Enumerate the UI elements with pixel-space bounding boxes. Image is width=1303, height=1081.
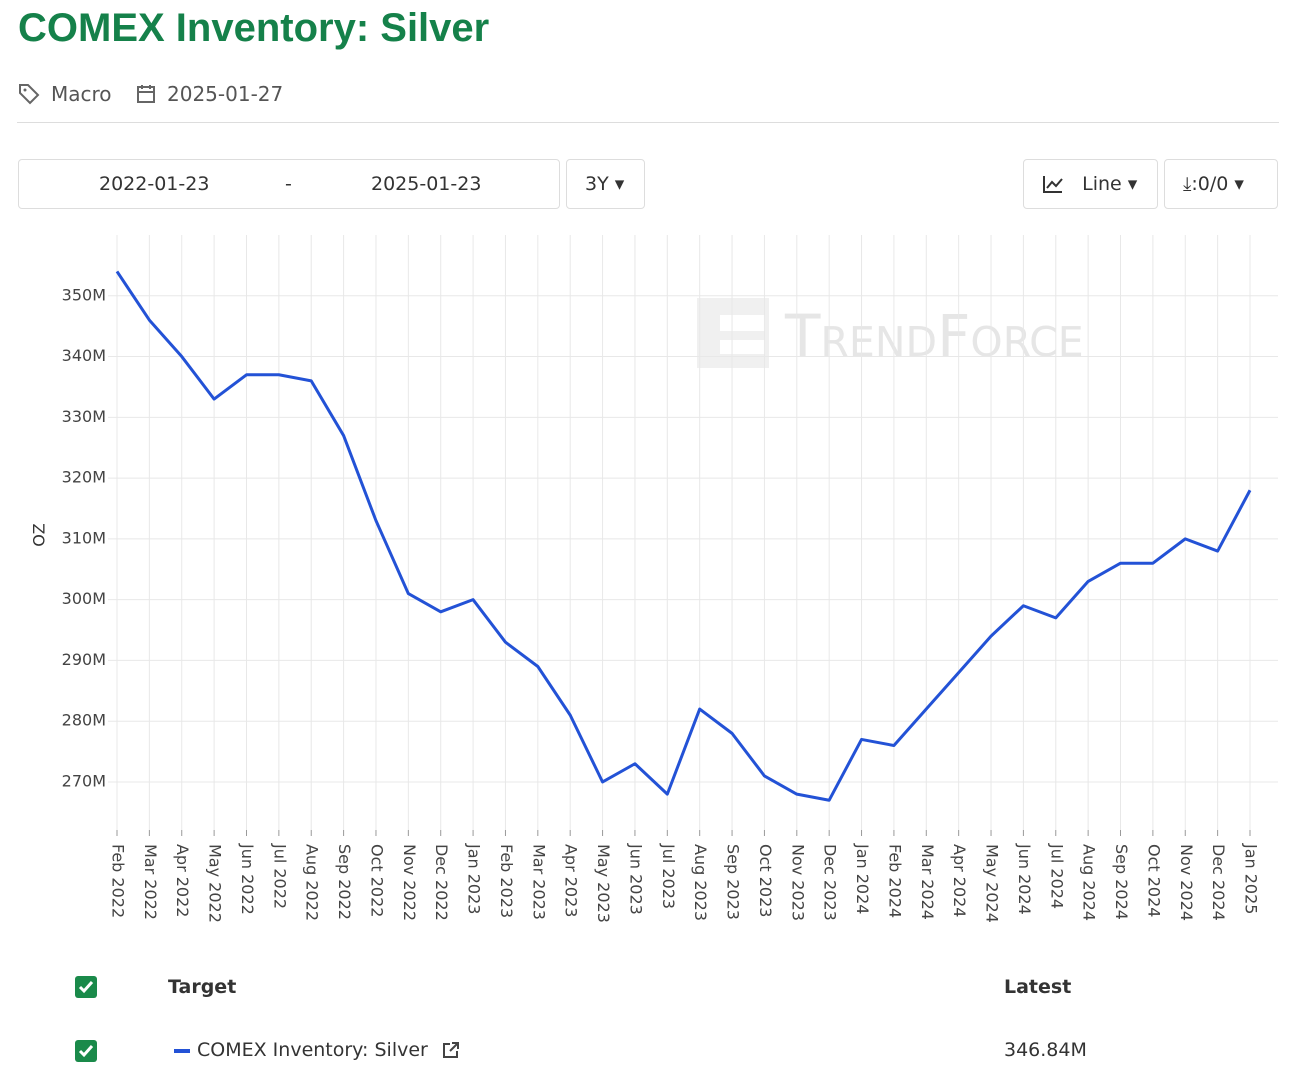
y-tick-label: 330M bbox=[62, 407, 106, 426]
latest-value: 346.84M bbox=[1004, 1039, 1087, 1061]
end-date[interactable]: 2025-01-23 bbox=[371, 173, 482, 195]
x-tick-label: Aug 2023 bbox=[691, 844, 710, 921]
x-tick-label: Jun 2024 bbox=[1015, 843, 1034, 915]
download: :0/0 bbox=[1191, 173, 1229, 195]
tag-icon bbox=[19, 84, 40, 105]
x-tick-label: Apr 2023 bbox=[562, 844, 581, 917]
x-tick-label: May 2023 bbox=[594, 844, 613, 923]
x-tick-label: Feb 2022 bbox=[109, 844, 128, 918]
x-tick-label: Nov 2024 bbox=[1177, 844, 1196, 921]
x-tick-label: Nov 2023 bbox=[788, 844, 807, 921]
x-tick-label: Jan 2024 bbox=[853, 843, 872, 914]
x-tick-label: Feb 2023 bbox=[497, 844, 516, 918]
external-link-icon[interactable] bbox=[442, 1041, 460, 1059]
x-tick-label: May 2024 bbox=[983, 844, 1002, 923]
x-tick-label: Jul 2023 bbox=[659, 843, 678, 909]
chart-icon bbox=[1043, 176, 1063, 193]
separator: - bbox=[285, 173, 292, 195]
x-tick-label: Oct 2024 bbox=[1144, 844, 1163, 917]
title: COMEX Inventory: Silver bbox=[18, 6, 490, 50]
x-tick-label: Jan 2023 bbox=[465, 843, 484, 914]
table-header: Latest bbox=[1004, 976, 1072, 998]
y-tick-label: 280M bbox=[62, 711, 106, 730]
y-tick-label: 290M bbox=[62, 650, 106, 669]
legend-entry[interactable]: COMEX Inventory: Silver bbox=[197, 1039, 428, 1061]
x-tick-label: Dec 2022 bbox=[432, 844, 451, 921]
x-tick-label: Dec 2024 bbox=[1209, 844, 1228, 921]
x-tick-label: Sep 2024 bbox=[1112, 844, 1131, 920]
chart: TrendForce OZ 270M 280M 290M 300M 310M 320M 33… bbox=[30, 235, 1278, 923]
x-tick-label: Aug 2024 bbox=[1080, 844, 1099, 921]
range: 3Y bbox=[585, 173, 609, 195]
x-tick-label: Apr 2022 bbox=[173, 844, 192, 917]
chart-type-dropdown[interactable]: Line ▾ bbox=[1023, 159, 1158, 209]
x-tick-label: Sep 2022 bbox=[335, 844, 354, 920]
x-tick-label: Mar 2024 bbox=[918, 844, 937, 920]
x-tick-label: Mar 2022 bbox=[141, 844, 160, 920]
x-tick-label: Apr 2024 bbox=[950, 844, 969, 917]
x-tick-label: May 2022 bbox=[206, 844, 225, 923]
tag: Macro bbox=[51, 82, 112, 106]
x-tick-label: Jun 2023 bbox=[626, 843, 645, 915]
y-axis-label: OZ bbox=[30, 523, 49, 547]
series-line bbox=[115, 270, 1252, 802]
x-tick-label: Nov 2022 bbox=[400, 844, 419, 921]
x-tick-label: Feb 2024 bbox=[885, 844, 904, 918]
date: 2025-01-27 bbox=[167, 82, 284, 106]
y-tick-label: 270M bbox=[62, 771, 106, 790]
x-tick-label: Jun 2022 bbox=[238, 843, 257, 915]
table-header: Target bbox=[168, 976, 237, 998]
checkbox-row[interactable] bbox=[75, 1040, 97, 1062]
x-tick-label: Jul 2024 bbox=[1047, 843, 1066, 909]
divider bbox=[17, 122, 1279, 123]
x-tick-label: Oct 2023 bbox=[756, 844, 775, 917]
y-tick-label: 320M bbox=[62, 468, 106, 487]
x-tick-label: Sep 2023 bbox=[724, 844, 743, 920]
y-tick-label: 350M bbox=[62, 285, 106, 304]
x-tick-label: Dec 2023 bbox=[821, 844, 840, 921]
y-tick-label: 300M bbox=[62, 589, 106, 608]
download-dropdown[interactable]: ⤓:0/0 ▾ bbox=[1164, 159, 1278, 209]
range-dropdown[interactable]: 3Y ▾ bbox=[566, 159, 645, 209]
start-date[interactable]: 2022-01-23 bbox=[99, 173, 210, 195]
watermark: TrendForce bbox=[784, 302, 1084, 370]
calendar-icon bbox=[137, 85, 155, 103]
watermark-logo bbox=[697, 298, 769, 368]
legend-swatch bbox=[174, 1049, 190, 1053]
x-tick-label: Mar 2023 bbox=[529, 844, 548, 920]
date-range[interactable]: 2022-01-23 - 2025-01-23 bbox=[18, 159, 560, 209]
x-tick-label: Jul 2022 bbox=[270, 843, 289, 909]
y-tick-label: 340M bbox=[62, 346, 106, 365]
x-tick-label: Oct 2022 bbox=[367, 844, 386, 917]
x-tick-label: Jan 2025 bbox=[1242, 843, 1261, 914]
checkbox-all[interactable] bbox=[75, 976, 97, 998]
chart-type: Line bbox=[1082, 173, 1122, 195]
y-tick-label: 310M bbox=[62, 528, 106, 547]
x-tick-label: Aug 2022 bbox=[303, 844, 322, 921]
